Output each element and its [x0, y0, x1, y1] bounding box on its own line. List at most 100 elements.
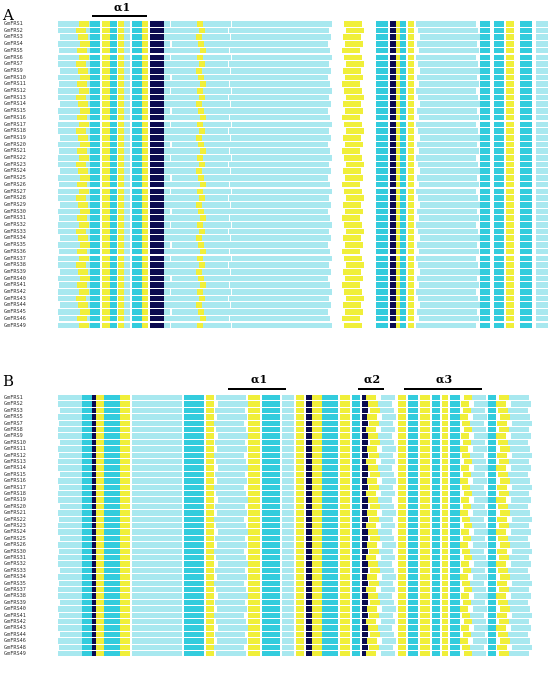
- conservation-band: [322, 625, 338, 631]
- conservation-band: [400, 81, 406, 87]
- conservation-band: [408, 465, 418, 471]
- conservation-band: [494, 54, 504, 61]
- conservation-band: [282, 407, 294, 414]
- sequence-track: [58, 497, 538, 503]
- conservation-band: [206, 395, 214, 401]
- conservation-band: [96, 414, 104, 420]
- sequence-name: GmFRS2: [4, 401, 23, 408]
- conservation-band: [376, 41, 388, 47]
- conservation-band: [499, 619, 509, 625]
- conservation-band: [376, 262, 388, 268]
- conservation-band: [510, 574, 530, 580]
- sequence-name: GmFRS32: [4, 561, 26, 568]
- conservation-band: [400, 215, 406, 221]
- conservation-band: [118, 262, 124, 268]
- sequence-name: GmFRS42: [4, 619, 26, 625]
- conservation-band: [398, 407, 406, 414]
- conservation-band: [312, 420, 322, 426]
- sequence-track: [58, 248, 548, 255]
- conservation-band: [512, 612, 532, 618]
- conservation-band: [366, 523, 376, 529]
- conservation-band: [352, 510, 360, 516]
- conservation-band: [312, 439, 322, 446]
- conservation-band: [92, 503, 96, 510]
- conservation-band: [306, 465, 312, 471]
- conservation-band: [362, 420, 368, 426]
- conservation-band: [408, 27, 414, 34]
- conservation-band: [400, 61, 406, 67]
- conservation-band: [164, 302, 170, 309]
- conservation-band: [362, 497, 368, 503]
- conservation-band: [118, 295, 124, 302]
- conservation-band: [102, 134, 110, 141]
- conservation-band: [58, 414, 82, 420]
- conservation-band: [379, 612, 393, 618]
- conservation-band: [248, 484, 260, 490]
- conservation-band: [496, 465, 506, 471]
- conservation-band: [400, 34, 406, 41]
- conservation-band: [199, 262, 205, 268]
- conservation-band: [390, 34, 396, 41]
- conservation-band: [408, 535, 418, 542]
- conservation-band: [506, 128, 514, 134]
- conservation-band: [480, 141, 490, 148]
- conservation-band: [282, 625, 294, 631]
- conservation-band: [432, 503, 440, 510]
- conservation-band: [92, 433, 96, 439]
- conservation-band: [110, 134, 117, 141]
- conservation-band: [229, 228, 329, 235]
- conservation-band: [420, 574, 430, 580]
- conservation-band: [340, 599, 350, 606]
- conservation-band: [184, 446, 204, 452]
- sequence-name: GmFRS44: [4, 302, 26, 309]
- conservation-band: [164, 168, 170, 175]
- conservation-band: [442, 503, 448, 510]
- conservation-band: [398, 427, 406, 433]
- conservation-band: [488, 471, 496, 478]
- conservation-band: [432, 452, 440, 458]
- helix-label-alpha2: α2: [364, 373, 381, 386]
- conservation-band: [124, 255, 130, 262]
- conservation-band: [120, 465, 130, 471]
- conservation-band: [110, 275, 117, 282]
- conservation-band: [472, 395, 486, 401]
- conservation-band: [312, 471, 322, 478]
- sequence-name: GmFRS3: [4, 407, 23, 414]
- conservation-band: [110, 175, 117, 181]
- sequence-name: GmFRS25: [4, 175, 26, 182]
- conservation-band: [200, 315, 206, 322]
- conservation-band: [420, 134, 480, 141]
- conservation-band: [362, 427, 368, 433]
- conservation-band: [488, 619, 496, 625]
- conservation-band: [142, 128, 148, 134]
- conservation-band: [164, 67, 170, 74]
- conservation-band: [306, 433, 312, 439]
- conservation-band: [470, 420, 484, 426]
- conservation-band: [450, 631, 460, 638]
- conservation-band: [376, 295, 388, 302]
- conservation-band: [473, 606, 487, 612]
- sequence-track: [58, 121, 548, 128]
- conservation-band: [248, 593, 260, 599]
- conservation-band: [282, 516, 294, 522]
- conservation-band: [416, 188, 476, 195]
- conservation-band: [124, 148, 130, 154]
- conservation-band: [206, 471, 214, 478]
- conservation-band: [398, 414, 406, 420]
- conservation-band: [58, 195, 90, 201]
- conservation-band: [536, 262, 548, 268]
- conservation-band: [342, 181, 360, 188]
- sequence-track: [58, 446, 538, 452]
- conservation-band: [390, 268, 396, 275]
- conservation-band: [450, 651, 460, 657]
- conservation-band: [92, 523, 96, 529]
- conservation-band: [470, 548, 484, 554]
- conservation-band: [464, 651, 472, 657]
- sequence-name: GmFRS20: [4, 141, 26, 148]
- conservation-band: [432, 497, 440, 503]
- conservation-band: [400, 21, 406, 27]
- sequence-track: [58, 619, 538, 625]
- sequence-track: [58, 427, 538, 433]
- conservation-band: [206, 638, 214, 644]
- sequence-name: GmFRS22: [4, 516, 26, 523]
